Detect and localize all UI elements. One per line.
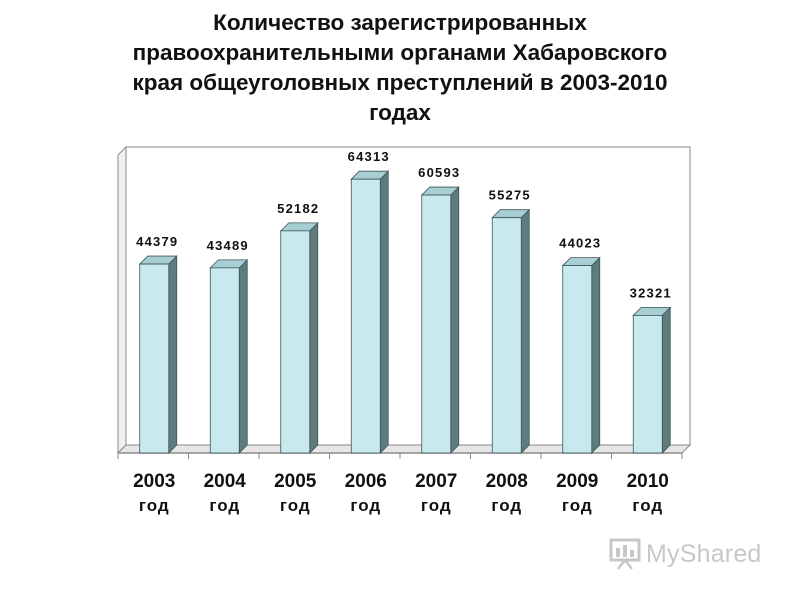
bar-front [491, 217, 522, 454]
x-tick-label-year: 2003 [133, 471, 175, 492]
bar-front [139, 263, 170, 454]
data-label: 43489 [207, 238, 249, 253]
bar [561, 256, 601, 454]
bar-front [280, 230, 311, 454]
data-label: 32321 [630, 285, 672, 300]
x-tick-label-unit: год [280, 496, 311, 515]
bar-side [168, 255, 178, 454]
title-line-1: Количество зарегистрированных [213, 10, 587, 35]
title-line-2: правоохранительными органами Хабаровског… [132, 40, 668, 65]
data-label: 52182 [277, 201, 319, 216]
bar [138, 255, 178, 454]
x-tick-label-unit: год [421, 496, 452, 515]
data-label: 60593 [418, 165, 460, 180]
bar-front [562, 265, 593, 454]
watermark: MyShared [608, 537, 762, 571]
x-tick-label-unit: год [562, 496, 593, 515]
side-wall [117, 145, 127, 455]
data-label: 44379 [136, 234, 178, 249]
title-line-4: годах [369, 100, 431, 125]
bar-series [138, 170, 672, 454]
bar-front [350, 178, 381, 454]
x-tick-label-year: 2005 [274, 471, 317, 492]
bar-side [450, 186, 460, 454]
bar-side [591, 256, 601, 454]
x-tick-label-unit: год [632, 496, 663, 515]
bar [632, 306, 672, 454]
x-tick-labels: 2003 год 2004 год 2005 год 2006 год 2007 год 2008 г… [133, 471, 669, 515]
x-tick-label-year: 2004 [204, 471, 247, 492]
presentation-board-icon [609, 538, 641, 570]
bar-front [209, 267, 240, 454]
x-tick-label-year: 2009 [556, 471, 598, 492]
bar-front [421, 194, 452, 454]
x-tick-label-year: 2007 [415, 471, 457, 492]
chart-frame [116, 145, 692, 459]
bar [209, 258, 249, 454]
floor [116, 444, 692, 454]
x-tick-label-unit: год [350, 496, 381, 515]
bar-side [520, 208, 530, 454]
chart-title: Количество зарегистрированных правоохран… [60, 8, 740, 128]
bar [279, 221, 319, 454]
bar [491, 208, 531, 454]
bar-side [379, 170, 389, 454]
bar [350, 170, 390, 454]
x-tick-label-year: 2008 [486, 471, 528, 492]
watermark-text: MyShared [646, 539, 762, 568]
bar-side [661, 306, 671, 454]
x-tick-label-year: 2006 [345, 471, 387, 492]
bar [420, 186, 460, 454]
data-labels: 44379 43489 52182 64313 60593 55275 44023 32321 [136, 149, 672, 300]
title-line-3: края общеуголовных преступлений в 2003-2… [132, 70, 668, 95]
bar-side [309, 221, 319, 454]
x-tick-label-unit: год [139, 496, 170, 515]
x-tick-label-unit: год [491, 496, 522, 515]
x-tick-label-year: 2010 [627, 471, 669, 492]
bar-side [238, 258, 248, 454]
x-tick-label-unit: год [209, 496, 240, 515]
data-label: 44023 [559, 236, 601, 251]
data-label: 55275 [489, 188, 531, 203]
bar-front [632, 315, 663, 454]
data-label: 64313 [348, 149, 390, 164]
